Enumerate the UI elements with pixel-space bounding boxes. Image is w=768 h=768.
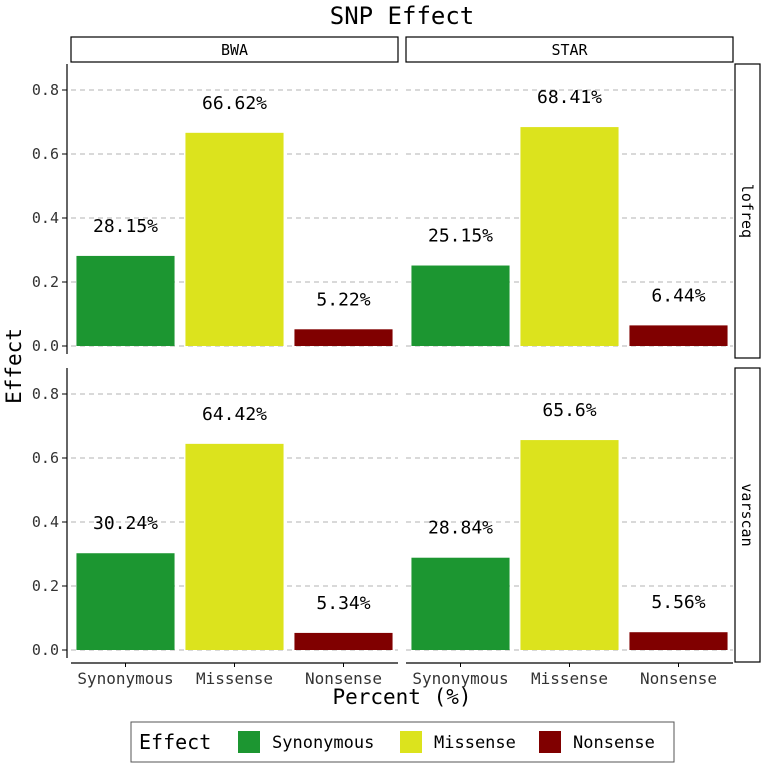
y-tick-label: 0.4: [32, 209, 59, 227]
facet-strip-lofreq: [734, 63, 761, 359]
panel-bwa-lofreq: 28.15% 66.62% 5.22%: [71, 89, 398, 347]
legend-item-label: Nonsense: [573, 733, 655, 753]
bar-missense: [520, 440, 619, 650]
panel-bwa-varscan: 30.24% 64.42% 5.34%: [71, 393, 398, 651]
legend-swatch-missense: [400, 731, 422, 753]
facet-strip-label: BWA: [221, 41, 248, 59]
x-tick-label: Synonymous: [77, 669, 173, 688]
legend-swatch-nonsense: [539, 731, 561, 753]
x-axis-label: Percent (%): [332, 685, 471, 709]
y-tick-label: 0.4: [32, 513, 59, 531]
facet-strip-star: [405, 36, 734, 63]
bar-synonymous: [76, 553, 175, 650]
bar-nonsense: [294, 329, 393, 346]
legend-title: Effect: [139, 730, 211, 754]
data-label: 30.24%: [93, 513, 158, 534]
panel-star-lofreq: 25.15% 68.41% 6.44%: [406, 87, 733, 347]
bar-nonsense: [629, 632, 728, 650]
panel-star-varscan: 28.84% 65.6% 5.56%: [406, 393, 733, 651]
bar-missense: [185, 132, 284, 346]
data-label: 68.41%: [537, 87, 602, 108]
y-tick-label: 0.0: [32, 337, 59, 355]
bar-nonsense: [629, 325, 728, 346]
facet-strip-label: STAR: [551, 41, 588, 59]
data-label: 5.34%: [316, 593, 370, 614]
x-tick-label: Nonsense: [640, 669, 717, 688]
x-tick-label: Missense: [196, 669, 273, 688]
y-tick-label: 0.6: [32, 449, 59, 467]
facet-strip-label: lofreq: [738, 184, 756, 238]
bar-synonymous: [76, 255, 175, 346]
facet-strip-label: varscan: [738, 483, 756, 546]
bar-synonymous: [411, 557, 510, 650]
bar-nonsense: [294, 632, 393, 650]
y-axis-label: Effect: [2, 328, 26, 404]
y-tick-label: 0.0: [32, 641, 59, 659]
data-label: 28.84%: [428, 518, 493, 539]
legend: Effect Synonymous Missense Nonsense: [130, 721, 675, 763]
x-axis-star: Synonymous Missense Nonsense: [406, 662, 733, 688]
data-label: 28.15%: [93, 216, 158, 237]
data-label: 65.6%: [542, 400, 596, 421]
x-tick-label: Nonsense: [305, 669, 382, 688]
y-tick-label: 0.8: [32, 81, 59, 99]
facet-panels: BWA STARlofreqvarscan0.00.20.40.60.80.00.…: [32, 36, 761, 688]
y-axis-lofreq: 0.0 0.2 0.4 0.6 0.8: [32, 64, 68, 355]
facet-strip-bwa: [70, 36, 399, 63]
x-tick-label: Missense: [531, 669, 608, 688]
data-label: 64.42%: [202, 404, 267, 425]
data-label: 25.15%: [428, 226, 493, 247]
y-tick-label: 0.8: [32, 385, 59, 403]
y-axis-varscan: 0.0 0.2 0.4 0.6 0.8: [32, 368, 68, 659]
data-label: 5.56%: [651, 592, 705, 613]
x-axis-bwa: Synonymous Missense Nonsense: [71, 662, 398, 688]
data-label: 6.44%: [651, 285, 705, 306]
x-tick-label: Synonymous: [412, 669, 508, 688]
data-label: 66.62%: [202, 93, 267, 114]
bar-synonymous: [411, 265, 510, 346]
y-tick-label: 0.2: [32, 273, 59, 291]
legend-swatch-synonymous: [238, 731, 260, 753]
legend-item-label: Missense: [434, 733, 516, 753]
legend-item-label: Synonymous: [272, 733, 374, 753]
chart-title: SNP Effect: [330, 2, 475, 30]
data-label: 5.22%: [316, 289, 370, 310]
y-tick-label: 0.2: [32, 577, 59, 595]
bar-missense: [185, 443, 284, 650]
bar-missense: [520, 127, 619, 346]
facet-strip-varscan: [734, 367, 761, 663]
y-tick-label: 0.6: [32, 145, 59, 163]
